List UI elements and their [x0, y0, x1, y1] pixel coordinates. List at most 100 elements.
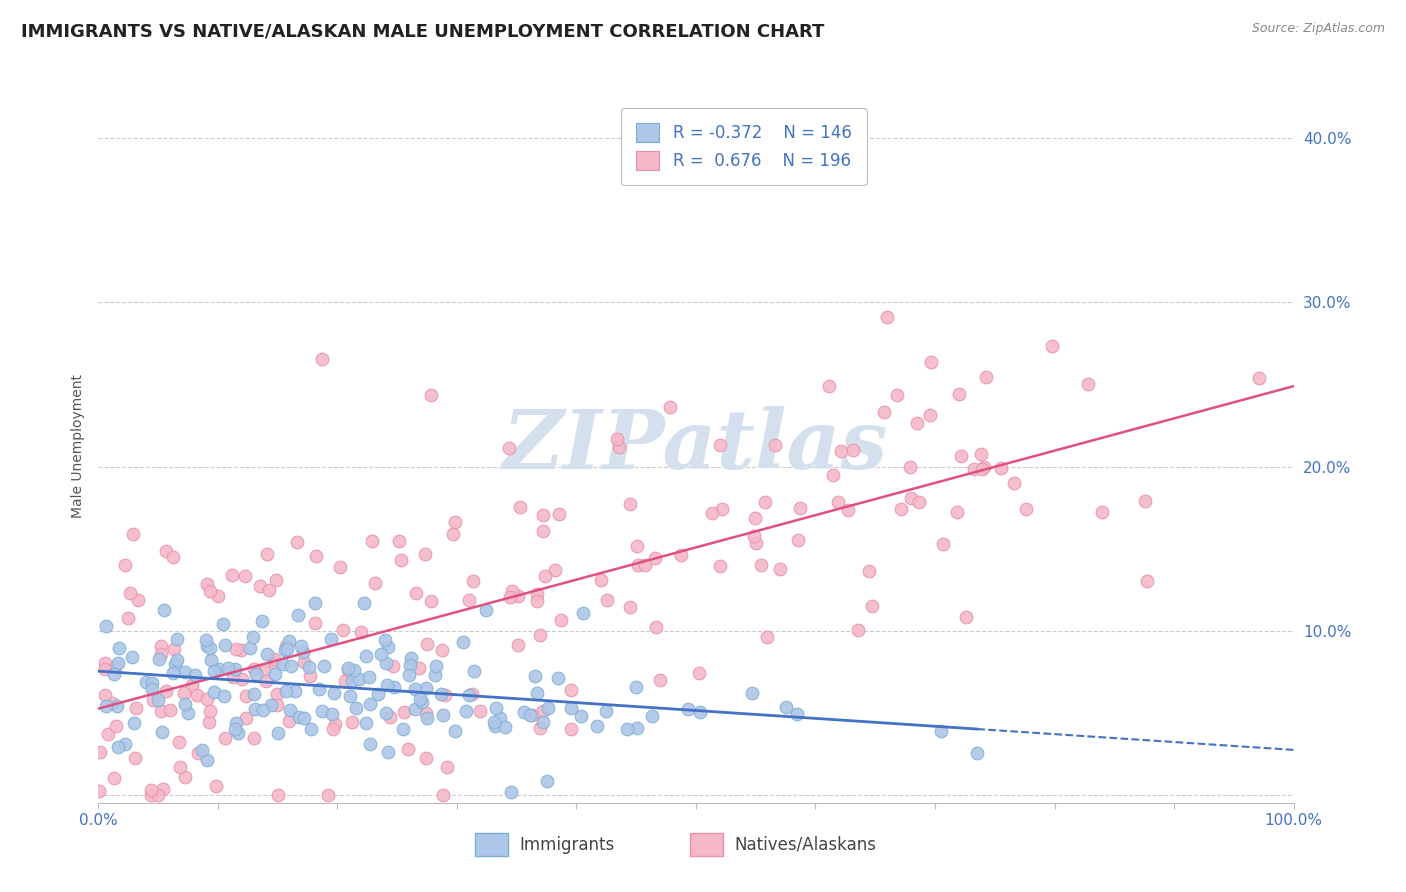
- Point: [359, 697, 381, 711]
- Point: [596, 593, 619, 607]
- Point: [619, 497, 641, 511]
- Point: [425, 658, 447, 673]
- Point: [125, 701, 148, 715]
- Point: [484, 714, 506, 729]
- Point: [200, 653, 222, 667]
- Point: [1040, 338, 1063, 352]
- Point: [152, 782, 174, 797]
- Point: [420, 388, 443, 402]
- Point: [1091, 505, 1114, 519]
- Point: [353, 597, 375, 611]
- Point: [531, 715, 554, 730]
- Point: [141, 681, 163, 696]
- Point: [208, 662, 231, 676]
- Point: [436, 759, 458, 773]
- Point: [165, 657, 187, 671]
- Point: [430, 687, 453, 701]
- Point: [669, 548, 692, 562]
- Point: [374, 632, 396, 647]
- Point: [408, 661, 430, 675]
- Point: [294, 711, 316, 725]
- Point: [359, 737, 381, 751]
- Point: [745, 535, 768, 549]
- Point: [121, 649, 143, 664]
- Point: [243, 731, 266, 746]
- Point: [280, 658, 302, 673]
- Point: [404, 682, 426, 697]
- Point: [392, 723, 415, 737]
- Point: [127, 593, 149, 607]
- Point: [399, 657, 422, 672]
- Point: [238, 640, 260, 655]
- Point: [591, 574, 613, 588]
- Point: [122, 526, 145, 541]
- Point: [560, 723, 582, 737]
- Point: [252, 614, 274, 628]
- Point: [416, 711, 439, 725]
- Text: Source: ZipAtlas.com: Source: ZipAtlas.com: [1251, 22, 1385, 36]
- Point: [122, 716, 145, 731]
- Point: [529, 628, 551, 642]
- Point: [676, 702, 699, 716]
- Point: [287, 710, 309, 724]
- Point: [392, 706, 415, 720]
- Point: [328, 559, 350, 574]
- Point: [344, 701, 367, 715]
- Point: [224, 662, 246, 676]
- Point: [463, 664, 485, 678]
- Point: [634, 558, 657, 572]
- Point: [322, 722, 344, 736]
- Point: [354, 649, 377, 664]
- Point: [89, 784, 111, 798]
- Point: [155, 683, 177, 698]
- Point: [1077, 377, 1099, 392]
- Point: [308, 681, 330, 696]
- Point: [94, 688, 117, 702]
- Point: [531, 524, 554, 538]
- Point: [744, 511, 766, 525]
- Point: [343, 663, 366, 677]
- Point: [312, 658, 335, 673]
- Point: [150, 725, 173, 739]
- Point: [818, 379, 841, 393]
- Point: [858, 564, 880, 578]
- Point: [285, 535, 308, 549]
- Point: [401, 650, 423, 665]
- Point: [830, 443, 852, 458]
- Point: [263, 652, 285, 666]
- Point: [569, 709, 592, 723]
- Point: [142, 692, 165, 706]
- Point: [619, 599, 641, 614]
- Point: [644, 619, 666, 633]
- Point: [267, 788, 290, 802]
- Point: [531, 704, 554, 718]
- Point: [298, 669, 321, 683]
- Point: [191, 742, 214, 756]
- Point: [198, 641, 221, 656]
- Point: [441, 526, 464, 541]
- Point: [266, 698, 288, 712]
- Point: [990, 461, 1012, 475]
- Point: [337, 663, 360, 677]
- Point: [233, 569, 256, 583]
- Point: [499, 785, 522, 799]
- Point: [920, 355, 942, 369]
- Point: [905, 416, 928, 430]
- Point: [114, 737, 136, 751]
- Point: [786, 707, 808, 722]
- Point: [900, 491, 922, 505]
- Point: [304, 616, 326, 631]
- Point: [509, 500, 531, 514]
- Point: [948, 386, 970, 401]
- Point: [709, 438, 731, 452]
- Point: [560, 701, 582, 715]
- Point: [586, 719, 609, 733]
- Point: [378, 710, 401, 724]
- Point: [249, 579, 271, 593]
- Point: [416, 637, 439, 651]
- Point: [377, 745, 399, 759]
- Point: [195, 753, 218, 767]
- Point: [284, 683, 307, 698]
- Point: [304, 549, 326, 563]
- Point: [256, 647, 278, 661]
